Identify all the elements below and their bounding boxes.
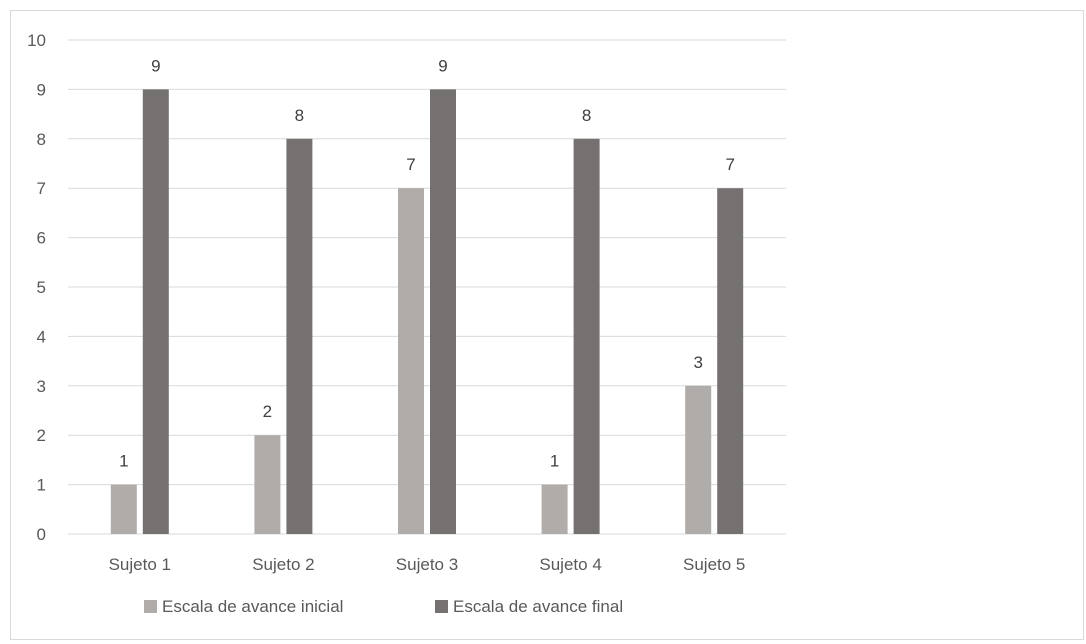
bar-series0-cat0 — [110, 484, 137, 534]
y-tick-label: 6 — [37, 229, 46, 248]
y-tick-label: 8 — [37, 130, 46, 149]
bar-series0-cat3 — [541, 484, 568, 534]
bar-series1-cat2 — [430, 89, 456, 535]
y-tick-label: 3 — [37, 377, 46, 396]
data-label: 1 — [550, 452, 559, 471]
y-tick-label: 5 — [37, 278, 46, 297]
data-label: 8 — [582, 106, 591, 125]
data-label: 3 — [693, 353, 702, 372]
bar-series1-cat0 — [142, 89, 169, 535]
data-label: 2 — [263, 402, 272, 421]
bars — [110, 89, 744, 535]
bar-series1-cat4 — [717, 188, 744, 534]
y-tick-label: 2 — [37, 426, 46, 445]
y-tick-label: 0 — [37, 525, 46, 544]
data-labels: 1 9 2 8 7 9 1 8 3 7 — [119, 56, 735, 470]
bar-series0-cat4 — [685, 385, 712, 534]
x-tick-label: Sujeto 5 — [683, 555, 745, 574]
data-label: 9 — [438, 56, 447, 75]
legend: Escala de avance inicial Escala de avance… — [144, 597, 623, 616]
y-tick-label: 9 — [37, 80, 46, 99]
y-tick-label: 7 — [37, 179, 46, 198]
y-axis-ticks: 0 1 2 3 4 5 6 7 8 9 10 — [27, 31, 46, 544]
x-tick-label: Sujeto 1 — [109, 555, 171, 574]
bar-series1-cat1 — [286, 138, 313, 535]
y-tick-label: 10 — [27, 31, 46, 50]
bar-series1-cat3 — [573, 138, 600, 535]
legend-swatch-0 — [144, 600, 157, 613]
data-label: 7 — [406, 155, 415, 174]
chart-frame — [10, 10, 1084, 640]
x-tick-label: Sujeto 4 — [539, 555, 601, 574]
x-axis-ticks: Sujeto 1 Sujeto 2 Sujeto 3 Sujeto 4 Sujeto 5 — [109, 555, 746, 574]
y-tick-label: 1 — [37, 476, 46, 495]
legend-label: Escala de avance final — [453, 597, 623, 616]
bar-series0-cat2 — [398, 188, 424, 534]
y-tick-label: 4 — [37, 327, 46, 346]
data-label: 8 — [295, 106, 304, 125]
data-label: 9 — [151, 56, 160, 75]
x-tick-label: Sujeto 2 — [252, 555, 314, 574]
bar-series0-cat1 — [254, 435, 281, 534]
data-label: 7 — [725, 155, 734, 174]
gridlines — [68, 39, 786, 535]
data-label: 1 — [119, 452, 128, 471]
x-tick-label: Sujeto 3 — [396, 555, 458, 574]
legend-swatch-1 — [435, 600, 448, 613]
legend-label: Escala de avance inicial — [162, 597, 343, 616]
